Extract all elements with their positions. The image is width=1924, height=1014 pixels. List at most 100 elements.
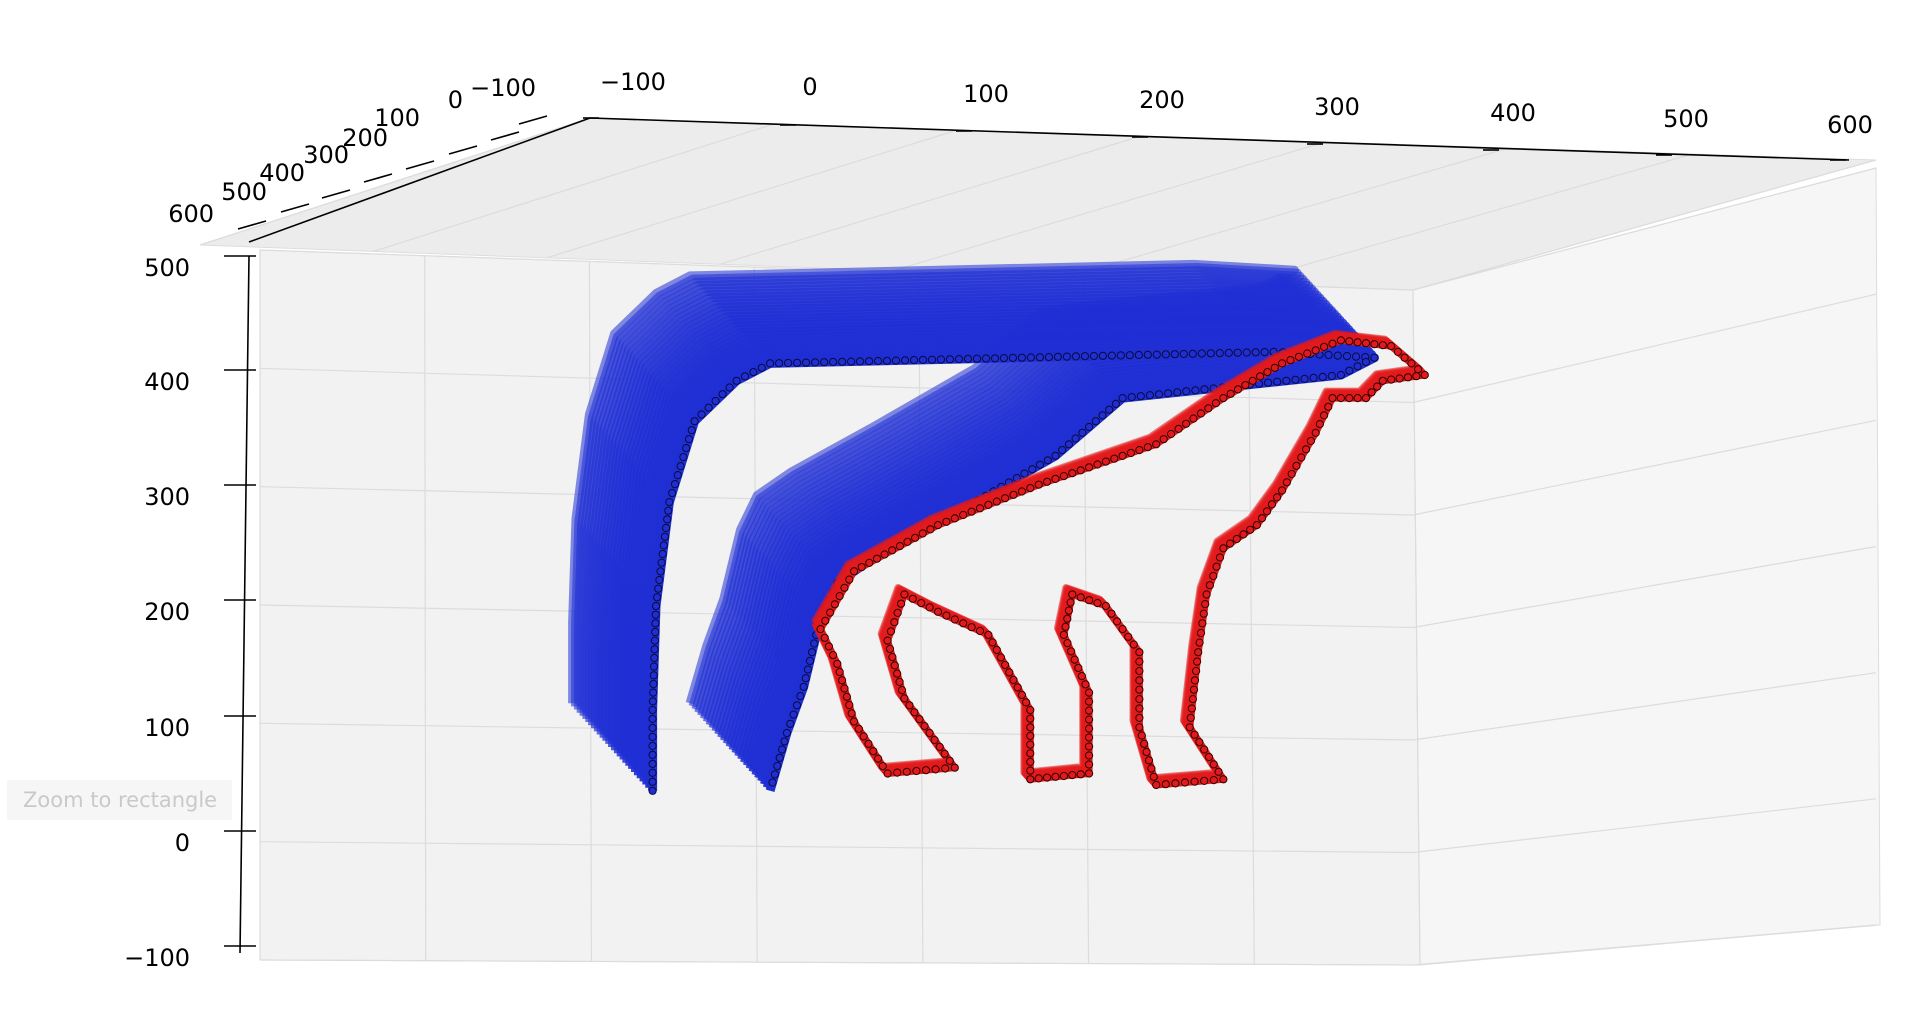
- data-point: [1239, 530, 1248, 539]
- x-tick-label: 200: [1139, 86, 1185, 114]
- data-point: [940, 749, 949, 758]
- data-point: [1059, 771, 1069, 781]
- data-point: [1026, 723, 1035, 732]
- data-point: [1205, 581, 1215, 590]
- data-point: [1051, 451, 1060, 460]
- data-point: [984, 500, 993, 509]
- data-point: [900, 590, 909, 599]
- data-point: [905, 701, 914, 710]
- data-point: [874, 356, 883, 366]
- data-point: [684, 435, 694, 444]
- data-point: [1098, 411, 1107, 420]
- data-point: [1201, 600, 1210, 609]
- data-point: [1211, 399, 1221, 408]
- data-point: [950, 514, 959, 523]
- data-point: [840, 684, 849, 693]
- data-point: [1378, 376, 1387, 385]
- data-point: [1068, 469, 1077, 478]
- grid-line-right: [1412, 167, 1877, 291]
- data-point: [1200, 745, 1209, 754]
- y-tick-label: 500: [221, 178, 267, 206]
- data-point: [660, 532, 670, 541]
- y-tick: [237, 220, 267, 230]
- data-point: [1098, 351, 1108, 360]
- data-point: [1005, 668, 1014, 677]
- data-point: [1209, 571, 1218, 581]
- data-point: [780, 737, 789, 746]
- data-point: [1311, 346, 1320, 355]
- data-points-layer: [568, 259, 1429, 795]
- z-tick-label: 500: [144, 254, 190, 282]
- data-point: [1051, 474, 1060, 483]
- grid-line-top: [1239, 153, 1693, 285]
- data-point: [933, 607, 943, 616]
- data-point: [1089, 351, 1099, 361]
- data-point: [1085, 724, 1094, 733]
- data-point: [1260, 348, 1269, 357]
- data-point: [1226, 539, 1235, 548]
- data-point: [1085, 733, 1094, 742]
- data-point: [1215, 349, 1224, 358]
- y-tick-label: 600: [168, 200, 214, 228]
- data-point: [1361, 339, 1371, 348]
- data-point: [1140, 739, 1149, 748]
- data-point: [1076, 770, 1085, 779]
- data-point: [1204, 752, 1214, 762]
- data-point: [1017, 353, 1027, 362]
- data-point: [1393, 347, 1403, 356]
- data-point: [1118, 394, 1127, 403]
- data-point: [1085, 688, 1094, 697]
- data-point: [816, 625, 825, 634]
- y-tick: [321, 189, 351, 199]
- data-point: [1152, 780, 1161, 790]
- data-point: [1179, 349, 1188, 359]
- data-point: [1071, 434, 1080, 443]
- data-point: [900, 694, 909, 703]
- data-point: [1361, 394, 1371, 403]
- grid-line-right: [1412, 293, 1877, 404]
- y-tick-label: 200: [342, 124, 388, 152]
- data-point: [915, 715, 924, 724]
- data-point: [1224, 348, 1233, 357]
- data-point: [821, 616, 830, 625]
- data-point: [917, 599, 926, 608]
- data-point: [784, 358, 793, 368]
- data-point: [891, 356, 901, 365]
- data-point: [1361, 357, 1371, 367]
- grid-line-horizontal: [259, 959, 1414, 966]
- data-point: [930, 735, 939, 745]
- grid-line-top: [892, 141, 1326, 272]
- data-point: [999, 354, 1009, 363]
- z-tick-label: 100: [144, 714, 190, 742]
- grid-line-right: [1412, 924, 1877, 966]
- data-point: [903, 537, 912, 547]
- data-point: [1064, 606, 1074, 615]
- data-point: [931, 765, 940, 774]
- data-point: [1282, 478, 1292, 487]
- data-point: [1209, 776, 1218, 785]
- data-point: [865, 558, 874, 568]
- data-point: [1152, 350, 1161, 359]
- data-point: [1190, 676, 1200, 685]
- data-point: [1182, 387, 1191, 396]
- data-point: [1246, 525, 1255, 534]
- grid-line-right: [1412, 419, 1877, 516]
- data-point: [1226, 389, 1235, 398]
- data-point: [975, 504, 985, 513]
- data-point: [847, 357, 856, 366]
- tick-labels: −100 0 100 200 300 400 500 600−1000100200300400…: [124, 68, 1873, 972]
- data-point: [811, 358, 820, 367]
- data-point: [648, 768, 657, 777]
- data-point: [820, 358, 829, 367]
- data-point: [1034, 774, 1043, 783]
- data-point: [1022, 698, 1031, 707]
- data-point: [1199, 609, 1208, 618]
- data-point: [1320, 342, 1329, 351]
- axes-panes: [199, 117, 1881, 966]
- data-point: [888, 546, 897, 555]
- z-tick-label: −100: [124, 944, 190, 972]
- data-point: [1129, 640, 1138, 649]
- data-point: [1273, 493, 1282, 502]
- data-point: [1085, 463, 1094, 472]
